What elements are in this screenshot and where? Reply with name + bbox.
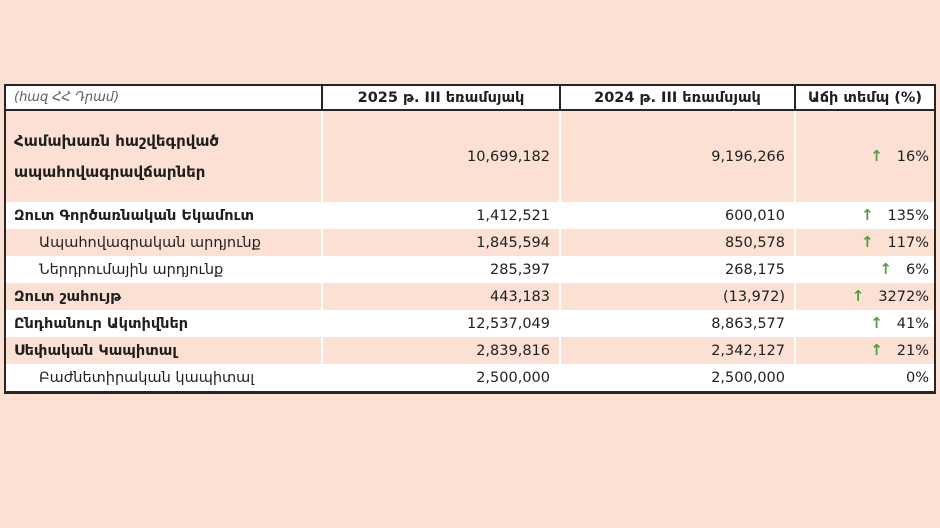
row-label: Զուտ շահույթ: [6, 283, 323, 310]
growth-cell: ↑ 21%: [796, 337, 934, 364]
table-row-insurance-result: Ապահովագրական արդյունք 1,845,594 850,578…: [6, 229, 934, 256]
value-2025: 1,412,521: [323, 202, 561, 229]
row-label: Ապահովագրական արդյունք: [6, 229, 323, 256]
table-row-total-assets: Ընդհանուր Ակտիվներ 12,537,049 8,863,577 …: [6, 310, 934, 337]
growth-cell: ↑ 3272%: [796, 283, 934, 310]
column-header-2025-q3: 2025 թ. III եռամսյակ: [323, 86, 561, 109]
value-2024: 2,500,000: [561, 364, 796, 391]
row-label: Զուտ Գործառնական Եկամուտ: [6, 202, 323, 229]
growth-value: 3272%: [878, 288, 929, 305]
up-arrow-icon: ↑: [879, 260, 892, 278]
growth-cell: ↑ 135%: [796, 202, 934, 229]
growth-cell: ↑ 41%: [796, 310, 934, 337]
value-2024: 2,342,127: [561, 337, 796, 364]
value-2024: 8,863,577: [561, 310, 796, 337]
growth-value: 16%: [896, 148, 929, 165]
value-2025: 285,397: [323, 256, 561, 283]
table-row-investment-result: Ներդրումային արդյունք 285,397 268,175 ↑ …: [6, 256, 934, 283]
up-arrow-icon: ↑: [870, 147, 883, 165]
table-row-net-profit: Զուտ շահույթ 443,183 (13,972) ↑ 3272%: [6, 283, 934, 310]
value-2025: 2,500,000: [323, 364, 561, 391]
growth-value: 135%: [887, 207, 929, 224]
growth-cell: 0%: [796, 364, 934, 391]
table-row-equity: Սեփական Կապիտալ 2,839,816 2,342,127 ↑ 21…: [6, 337, 934, 364]
value-2025: 443,183: [323, 283, 561, 310]
up-arrow-icon: ↑: [870, 341, 883, 359]
value-2024: 268,175: [561, 256, 796, 283]
growth-cell: ↑ 6%: [796, 256, 934, 283]
up-arrow-icon: ↑: [870, 314, 883, 332]
table-row-gross-written-premiums: Համախառն հաշվեգրված ապահովագրավճարներ 10…: [6, 111, 934, 202]
row-label: Համախառն հաշվեգրված ապահովագրավճարներ: [6, 111, 323, 202]
unit-note: (հազ ՀՀ Դրամ): [6, 86, 323, 109]
row-label: Ներդրումային արդյունք: [6, 256, 323, 283]
growth-value: 0%: [905, 369, 929, 386]
growth-value: 117%: [887, 234, 929, 251]
value-2025: 1,845,594: [323, 229, 561, 256]
up-arrow-icon: ↑: [860, 233, 874, 251]
growth-value: 41%: [896, 315, 929, 332]
table-row-share-capital: Բաժնետիրական կապիտալ 2,500,000 2,500,000…: [6, 364, 934, 391]
up-arrow-icon: ↑: [860, 206, 874, 224]
table-header-row: (հազ ՀՀ Դրամ) 2025 թ. III եռամսյակ 2024 …: [6, 86, 934, 111]
value-2025: 2,839,816: [323, 337, 561, 364]
up-arrow-icon: ↑: [851, 287, 865, 305]
row-label: Ընդհանուր Ակտիվներ: [6, 310, 323, 337]
growth-value: 6%: [905, 261, 929, 278]
value-2024: 850,578: [561, 229, 796, 256]
column-header-growth-rate: Աճի տեմպ (%): [807, 89, 923, 106]
value-2024: 600,010: [561, 202, 796, 229]
financial-indicators-table: (հազ ՀՀ Դրամ) 2025 թ. III եռամսյակ 2024 …: [4, 84, 936, 394]
row-label: Բաժնետիրական կապիտալ: [6, 364, 323, 391]
value-2025: 12,537,049: [323, 310, 561, 337]
growth-cell: ↑ 16%: [796, 111, 934, 202]
value-2025: 10,699,182: [323, 111, 561, 202]
value-2024: (13,972): [561, 283, 796, 310]
row-label: Սեփական Կապիտալ: [6, 337, 323, 364]
value-2024: 9,196,266: [561, 111, 796, 202]
growth-value: 21%: [896, 342, 929, 359]
column-header-2024-q3: 2024 թ. III եռամսյակ: [561, 86, 796, 109]
table-row-net-operating-income: Զուտ Գործառնական Եկամուտ 1,412,521 600,0…: [6, 202, 934, 229]
growth-cell: ↑ 117%: [796, 229, 934, 256]
